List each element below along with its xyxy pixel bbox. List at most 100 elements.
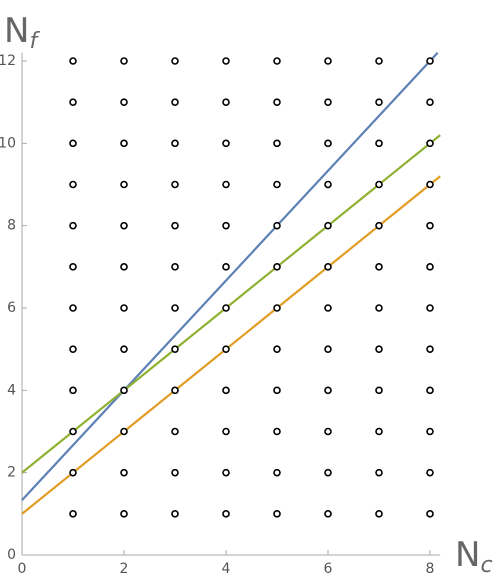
point	[171, 221, 179, 230]
point	[69, 221, 77, 230]
point	[171, 57, 179, 65]
point	[324, 468, 332, 477]
y-tick-label: 2	[7, 465, 16, 481]
point	[273, 386, 281, 395]
point	[375, 139, 383, 148]
point	[120, 510, 128, 518]
point	[120, 468, 128, 477]
point	[324, 98, 332, 106]
point	[171, 139, 179, 148]
point	[426, 345, 434, 353]
x-axis-label: Nc	[455, 535, 493, 579]
point	[171, 427, 179, 436]
point	[171, 386, 179, 395]
x-tick-label: 0	[18, 561, 27, 577]
point	[426, 386, 434, 395]
point	[426, 57, 434, 65]
y-tick-label: 4	[7, 382, 16, 398]
point	[222, 468, 230, 477]
x-tick-label: 8	[426, 561, 435, 577]
point	[324, 221, 332, 230]
point	[222, 180, 230, 189]
point	[426, 468, 434, 477]
point	[324, 386, 332, 395]
point	[375, 57, 383, 65]
point	[273, 98, 281, 106]
point	[69, 386, 77, 395]
point	[120, 345, 128, 353]
point	[273, 468, 281, 477]
point	[171, 304, 179, 312]
point	[375, 304, 383, 312]
point	[171, 180, 179, 189]
point	[120, 180, 128, 189]
x-label-main: N	[455, 535, 480, 575]
point	[171, 263, 179, 271]
point	[222, 263, 230, 271]
point	[426, 263, 434, 271]
x-tick-label: 4	[222, 561, 231, 577]
point	[324, 139, 332, 148]
point	[222, 386, 230, 395]
x-label-sub: c	[480, 553, 492, 578]
point	[69, 345, 77, 353]
point	[120, 263, 128, 271]
point	[375, 468, 383, 477]
point	[375, 263, 383, 271]
point	[324, 57, 332, 65]
point	[171, 468, 179, 477]
point	[273, 57, 281, 65]
point	[375, 221, 383, 230]
point	[69, 180, 77, 189]
point	[375, 180, 383, 189]
point	[69, 57, 77, 65]
point	[120, 304, 128, 312]
point	[375, 427, 383, 436]
point	[120, 221, 128, 230]
point	[171, 345, 179, 353]
point	[375, 345, 383, 353]
y-axis-label: Nf	[4, 11, 40, 55]
point	[426, 139, 434, 148]
point	[375, 386, 383, 395]
point	[273, 180, 281, 189]
point	[222, 510, 230, 518]
point	[171, 98, 179, 106]
point	[222, 345, 230, 353]
point	[69, 468, 77, 477]
point	[273, 345, 281, 353]
point	[273, 510, 281, 518]
point	[69, 263, 77, 271]
point	[375, 98, 383, 106]
x-tick-label: 2	[120, 561, 129, 577]
point	[273, 139, 281, 148]
point	[222, 57, 230, 65]
point	[324, 263, 332, 271]
point	[324, 510, 332, 518]
y-label-main: N	[4, 11, 29, 51]
point	[120, 386, 128, 395]
point	[375, 510, 383, 518]
point	[426, 221, 434, 230]
point	[69, 139, 77, 148]
point	[69, 304, 77, 312]
line	[21, 175, 441, 515]
point	[222, 427, 230, 436]
y-tick-label: 10	[0, 135, 16, 151]
y-tick-label: 0	[7, 547, 16, 563]
point	[69, 427, 77, 436]
point	[222, 98, 230, 106]
x-tick-label: 6	[324, 561, 333, 577]
point	[120, 98, 128, 106]
point	[426, 427, 434, 436]
point	[426, 510, 434, 518]
y-tick-label: 12	[0, 53, 16, 69]
point	[273, 427, 281, 436]
point	[426, 180, 434, 189]
point	[426, 98, 434, 106]
point	[222, 304, 230, 312]
y-tick-label: 6	[7, 300, 16, 316]
line	[21, 134, 441, 474]
